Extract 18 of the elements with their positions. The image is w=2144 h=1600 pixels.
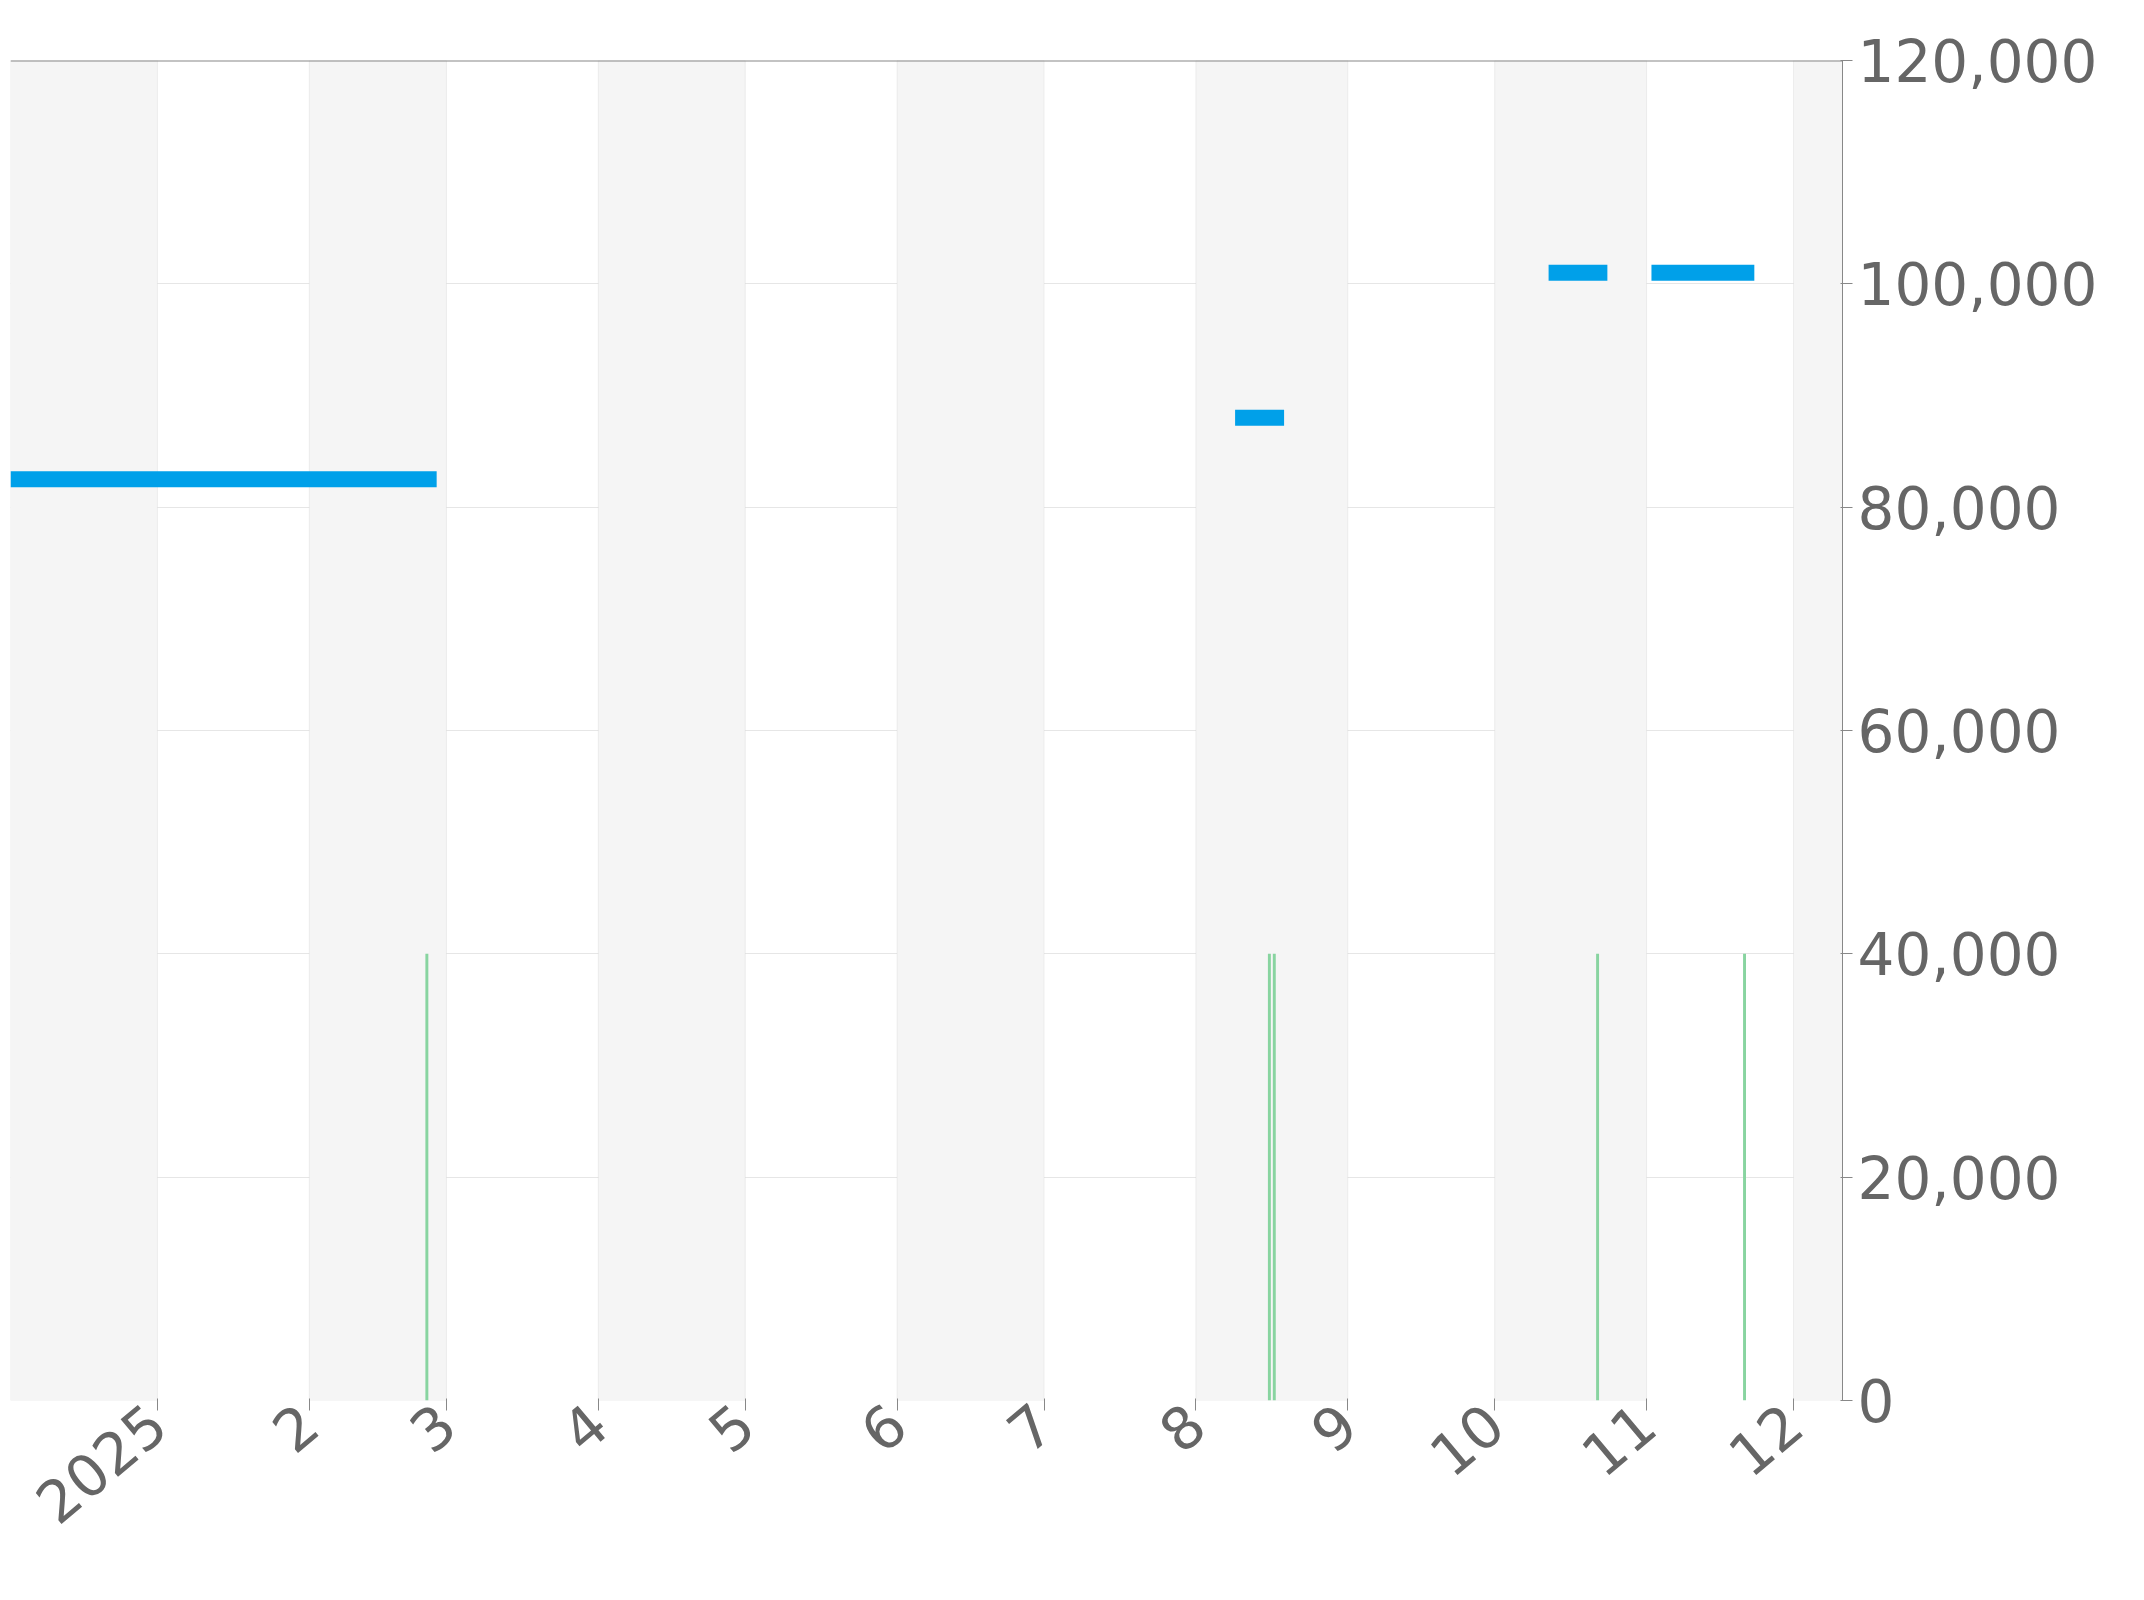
x-tick-label: 12 — [1716, 1390, 1817, 1491]
y-tick-label: 60,000 — [1857, 698, 2061, 766]
x-tick-label: 4 — [549, 1390, 622, 1467]
x-tick-label: 10 — [1417, 1390, 1518, 1491]
y-tick-label: 120,000 — [1857, 28, 2098, 96]
x-tick-label: 7 — [994, 1390, 1067, 1467]
y-tick-label: 40,000 — [1857, 921, 2061, 990]
x-tick-label: 8 — [1146, 1390, 1219, 1467]
x-tick-label: 5 — [696, 1390, 769, 1467]
x-tick-label: 2 — [260, 1390, 333, 1467]
y-tick-label: 0 — [1857, 1368, 1895, 1436]
y-tick-label: 20,000 — [1857, 1144, 2061, 1213]
x-tick-label: 9 — [1298, 1390, 1371, 1467]
y-tick-label: 80,000 — [1857, 474, 2061, 543]
x-tick-label: 6 — [847, 1390, 920, 1467]
x-tick-label: 11 — [1569, 1390, 1670, 1491]
y-tick-label: 100,000 — [1857, 251, 2098, 320]
x-tick-label: 3 — [397, 1390, 470, 1467]
